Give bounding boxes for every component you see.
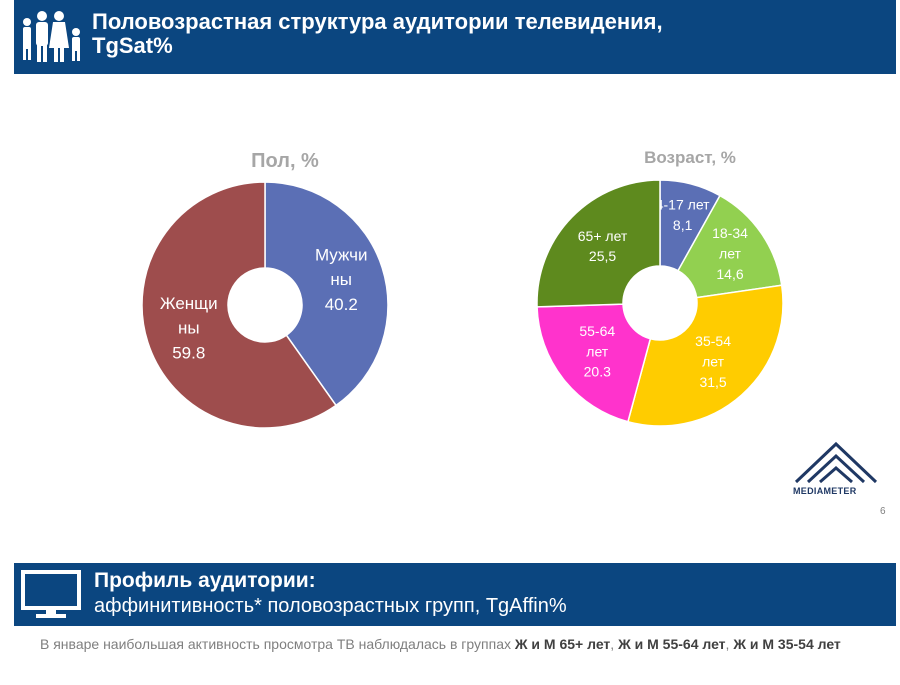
gender-donut-chart: Мужчи ны 40.2 Женщи ны 59.8 — [141, 181, 389, 429]
slice-label-value_text: 20.3 — [584, 364, 611, 380]
slice-label-label_line1: Женщи — [160, 294, 218, 313]
footnote-group-65plus: Ж и М 65+ лет — [514, 636, 611, 652]
slice-label-label_line1: 55-64 — [579, 323, 615, 339]
tv-monitor-icon — [21, 570, 81, 618]
profile-subtitle: аффинитивность* половозрастных групп, Tg… — [94, 595, 567, 617]
slice-label-label_line2: ны — [178, 319, 200, 338]
slice-55-64-лет — [536, 303, 652, 423]
slice-label-label_line1: 35-54 — [695, 333, 731, 349]
footnote-sep2: , — [725, 636, 734, 652]
gender-chart-title: Пол, % — [251, 150, 319, 172]
age-donut-chart: 4-17 лет 8,1 18-34 лет 14,6 35-54 лет 31,5 55-64… — [536, 179, 784, 427]
slice-label-label_line1: Мужчи — [315, 246, 368, 265]
header-banner: Половозрастная структура аудитории телев… — [14, 0, 896, 74]
slice-label-value_text: 14,6 — [716, 266, 743, 282]
page-number: 6 — [880, 506, 886, 517]
slice-label-label_line2: ны — [330, 270, 352, 289]
footnote-group-35-54: Ж и М 35-54 лет — [733, 636, 841, 652]
slice-Мужчины — [264, 181, 389, 407]
page-title: Половозрастная структура аудитории телев… — [92, 10, 852, 58]
footnote: В январе наибольшая активность просмотра… — [40, 634, 890, 655]
slice-label-value_text: 59.8 — [172, 343, 205, 362]
slice-label-value_text: 8,1 — [673, 217, 693, 233]
slice-label-label_line1: 65+ лет — [578, 228, 628, 244]
profile-banner: Профиль аудитории: аффинитивность* полов… — [14, 563, 896, 626]
slice-label-value_text: 25,5 — [589, 248, 616, 264]
slice-35-54-лет — [626, 284, 784, 427]
family-icon — [23, 11, 80, 62]
slice-label-label_line2: лет — [719, 245, 741, 261]
profile-title: Профиль аудитории: — [94, 569, 316, 592]
age-chart-title: Возраст, % — [644, 148, 736, 167]
slice-Женщины — [141, 181, 338, 429]
footnote-text: В январе наибольшая активность просмотра… — [40, 636, 515, 652]
slice-18-34-лет — [677, 194, 783, 299]
slice-label-value_text: 40.2 — [325, 295, 358, 314]
mediameter-logo — [794, 441, 878, 484]
slice-label-label_line2: лет — [586, 343, 608, 359]
footnote-sep1: , — [610, 636, 619, 652]
page-title-line1: Половозрастная структура аудитории телев… — [92, 9, 663, 34]
footnote-group-55-64: Ж и М 55-64 лет — [618, 636, 726, 652]
slice-label-value_text: 31,5 — [699, 374, 726, 390]
slice-65+-лет — [536, 179, 661, 308]
page-title-line2: TgSat% — [92, 33, 173, 58]
logo-text: MEDIAMETER — [793, 486, 857, 496]
slice-label-label_line1: 18-34 — [712, 225, 748, 241]
slice-label-label_line1: 4-17 лет — [656, 196, 710, 212]
slice-label-label_line2: лет — [702, 354, 724, 370]
